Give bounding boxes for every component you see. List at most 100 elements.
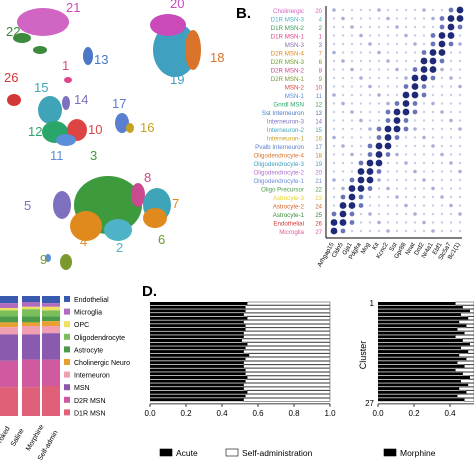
dotplot-dot xyxy=(394,135,400,140)
dotplot-dot xyxy=(359,118,363,123)
dotplot-row-label: Cholinergic xyxy=(273,8,304,15)
dotplot-dot xyxy=(431,153,435,156)
dotplot-dot xyxy=(440,178,444,182)
d-xtick-label: 0.8 xyxy=(288,409,300,418)
dotplot-dot xyxy=(420,74,428,82)
dotplot-dot xyxy=(339,202,347,209)
composition-segment xyxy=(22,322,40,326)
dotplot-dot xyxy=(458,68,462,71)
legend-label: MSN xyxy=(74,385,90,392)
dotplot-dot xyxy=(368,127,372,131)
composition-segment xyxy=(42,296,60,304)
dotplot-dot xyxy=(332,178,336,182)
dotplot-dot xyxy=(386,186,390,191)
dotplot-dot xyxy=(422,25,426,29)
dotplot-dot xyxy=(458,102,462,105)
dotplot-dot xyxy=(350,152,354,157)
dotplot-dot xyxy=(359,93,363,97)
legend-swatch xyxy=(64,296,70,302)
bar-self-administration xyxy=(245,372,331,376)
dotplot-row-label: MSN-1 xyxy=(285,93,305,100)
bar-morphine xyxy=(378,394,458,398)
dotplot-dot xyxy=(341,25,345,29)
dotplot-dot xyxy=(449,68,453,71)
dotplot-dot xyxy=(404,212,408,216)
dotplot-dot xyxy=(413,212,417,216)
dotplot-dot xyxy=(368,51,372,54)
dotplot-row-labels: Cholinergic 20 D1R MSN-3 4 D1R MSN-2 2 D1R MSN… xyxy=(253,8,322,236)
dotplot-dot xyxy=(440,136,444,139)
dotplot-dot xyxy=(386,93,390,97)
dotplot-dot xyxy=(376,169,382,174)
dotplot-dot xyxy=(449,93,453,97)
dotplot-dot xyxy=(402,108,410,116)
legend-label: Acute xyxy=(176,448,198,458)
dotplot-row-label: D2R MSN-1 xyxy=(271,76,305,83)
bar-self-administration xyxy=(243,349,331,354)
dotplot-dot xyxy=(431,161,435,165)
dotplot-dot xyxy=(413,127,417,131)
bar-morphine-other xyxy=(466,390,474,394)
dotplot-dot xyxy=(377,42,381,46)
dotplot-row-cluster: 16 xyxy=(315,137,322,143)
bar-acute xyxy=(150,324,246,328)
bar-acute xyxy=(150,390,248,394)
bar-acute xyxy=(150,387,244,391)
d-xtick-label: 0.0 xyxy=(144,409,156,418)
dotplot-dot xyxy=(350,59,354,63)
composition-xtick: Saline xyxy=(10,427,26,447)
bar-self-administration xyxy=(243,335,331,339)
dotplot-dot xyxy=(413,42,417,46)
dotplot-dot xyxy=(449,136,453,139)
dotplot-dot xyxy=(404,8,408,12)
panel-c-stacked-bar: Endothelial Microglia OPC Oligodendrocyte As… xyxy=(0,296,130,462)
dotplot-dot xyxy=(359,42,363,46)
dotplot-dot xyxy=(341,144,345,148)
dotplot-dot xyxy=(341,34,345,37)
dotplot-dot xyxy=(386,59,390,63)
dotplot-dot xyxy=(404,68,408,71)
dotplot-dot xyxy=(341,85,345,88)
dotplot-dot xyxy=(359,33,363,38)
dotplot-dot xyxy=(440,144,444,148)
dotplot-dot xyxy=(332,59,336,63)
bar-morphine xyxy=(378,398,465,402)
cluster-label: 20 xyxy=(170,0,184,11)
bar-acute xyxy=(150,379,246,383)
cluster-label: 8 xyxy=(144,170,151,185)
legend-label: Interneuron xyxy=(74,373,110,380)
dotplot-dot xyxy=(377,110,381,114)
dotplot-dot xyxy=(448,41,454,47)
dotplot-dot xyxy=(350,51,354,54)
dotplot-dot xyxy=(341,51,345,54)
dotplot-row-label: Interneuron-3 xyxy=(267,119,305,126)
dotplot-dot xyxy=(341,59,345,63)
composition-segment xyxy=(42,386,60,416)
dotplot-dot xyxy=(458,153,462,156)
dotplot-row-label: Astrocyte-3 xyxy=(273,195,305,202)
dotplot-dot xyxy=(413,8,417,12)
dotplot-dot xyxy=(449,59,453,63)
dotplot-dot xyxy=(386,178,390,182)
dotplot-dot xyxy=(341,8,345,12)
dotplot-dot xyxy=(348,193,356,201)
cluster-label: 11 xyxy=(50,148,64,163)
dotplot-dot xyxy=(368,212,372,216)
dotplot-dot xyxy=(413,25,417,29)
legend-label: D2R MSN xyxy=(74,398,106,405)
dotplot-dot xyxy=(458,59,462,63)
dotplot-row-cluster: 10 xyxy=(315,86,322,92)
composition-segment xyxy=(0,303,18,308)
d-xtick-label: 0.4 xyxy=(216,409,228,418)
bar-acute xyxy=(150,346,246,350)
dotplot-dot xyxy=(458,136,462,139)
dotplot-dot xyxy=(341,42,345,46)
bar-morphine xyxy=(378,324,467,328)
dotplot-dot xyxy=(395,178,399,182)
dotplot-dot xyxy=(350,8,354,12)
dotplot-row-label: Endothelial xyxy=(273,221,304,228)
bar-morphine xyxy=(378,302,456,305)
dotplot-row-cluster: 17 xyxy=(315,145,322,151)
bar-self-administration xyxy=(245,357,331,361)
